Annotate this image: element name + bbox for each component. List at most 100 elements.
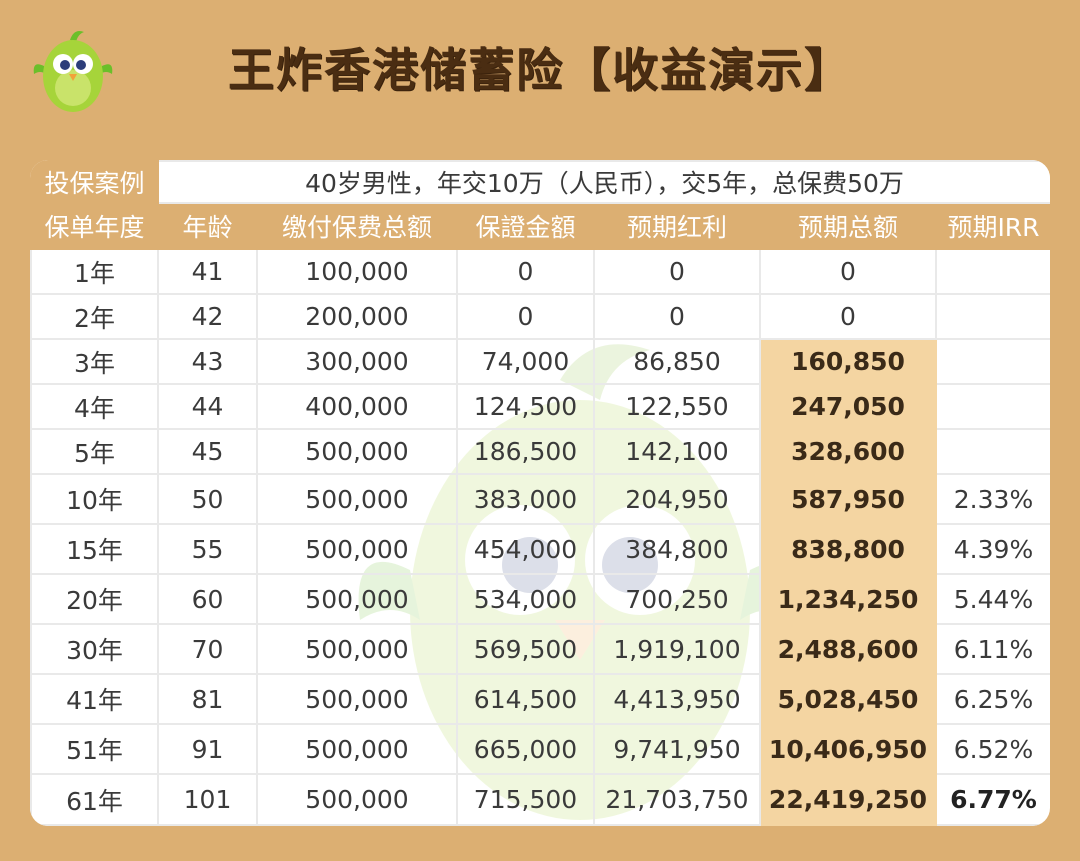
- cell-bonus: 9,741,950: [593, 723, 761, 775]
- cell-irr: 5.44%: [935, 573, 1050, 625]
- table-row: 1年 41 100,000 0 0 0: [30, 248, 1050, 295]
- cell-bonus: 142,100: [593, 428, 761, 475]
- cell-guaranteed: 569,500: [456, 623, 595, 675]
- cell-year: 20年: [30, 573, 159, 625]
- column-header-premium: 缴付保费总额: [256, 202, 458, 250]
- cell-age: 91: [157, 723, 258, 775]
- cell-year: 3年: [30, 338, 159, 385]
- cell-premium: 500,000: [256, 428, 458, 475]
- table-row: 3年 43 300,000 74,000 86,850 160,850: [30, 338, 1050, 385]
- table-row: 5年 45 500,000 186,500 142,100 328,600: [30, 428, 1050, 475]
- cell-year: 2年: [30, 293, 159, 340]
- column-header-year: 保单年度: [30, 202, 159, 250]
- cell-irr: 6.25%: [935, 673, 1050, 725]
- column-header-row: 保单年度 年龄 缴付保费总额 保證金額 预期红利 预期总额 预期IRR: [30, 202, 1050, 250]
- cell-bonus: 204,950: [593, 473, 761, 525]
- column-header-irr: 预期IRR: [935, 202, 1050, 250]
- cell-irr: 6.77%: [935, 773, 1050, 826]
- cell-irr: 2.33%: [935, 473, 1050, 525]
- cell-total: 160,850: [759, 338, 937, 385]
- case-description: 40岁男性，年交10万（人民币），交5年，总保费50万: [157, 160, 1050, 204]
- cell-irr: [935, 338, 1050, 385]
- cell-bonus: 0: [593, 248, 761, 295]
- cell-irr: 6.52%: [935, 723, 1050, 775]
- cell-age: 81: [157, 673, 258, 725]
- cell-year: 61年: [30, 773, 159, 826]
- table-row: 41年 81 500,000 614,500 4,413,950 5,028,450 6.2…: [30, 673, 1050, 725]
- cell-bonus: 122,550: [593, 383, 761, 430]
- cell-total: 328,600: [759, 428, 937, 475]
- cell-total: 22,419,250: [759, 773, 937, 826]
- page-title: 王炸香港储蓄险【收益演示】: [228, 43, 852, 97]
- cell-age: 60: [157, 573, 258, 625]
- table-row: 51年 91 500,000 665,000 9,741,950 10,406,950 6.…: [30, 723, 1050, 775]
- cell-premium: 500,000: [256, 723, 458, 775]
- column-header-age: 年龄: [157, 202, 258, 250]
- cell-year: 1年: [30, 248, 159, 295]
- cell-premium: 100,000: [256, 248, 458, 295]
- cell-year: 15年: [30, 523, 159, 575]
- cell-total: 0: [759, 248, 937, 295]
- cell-age: 43: [157, 338, 258, 385]
- cell-bonus: 384,800: [593, 523, 761, 575]
- cell-irr: 6.11%: [935, 623, 1050, 675]
- cell-age: 44: [157, 383, 258, 430]
- cell-age: 70: [157, 623, 258, 675]
- table-row: 15年 55 500,000 454,000 384,800 838,800 4.39%: [30, 523, 1050, 575]
- bird-mascot-icon: [33, 31, 113, 112]
- cell-age: 50: [157, 473, 258, 525]
- cell-guaranteed: 665,000: [456, 723, 595, 775]
- cell-age: 41: [157, 248, 258, 295]
- cell-bonus: 700,250: [593, 573, 761, 625]
- cell-age: 101: [157, 773, 258, 826]
- cell-bonus: 86,850: [593, 338, 761, 385]
- cell-bonus: 1,919,100: [593, 623, 761, 675]
- cell-irr: [935, 293, 1050, 340]
- table-row: 4年 44 400,000 124,500 122,550 247,050: [30, 383, 1050, 430]
- table-row: 10年 50 500,000 383,000 204,950 587,950 2.33%: [30, 473, 1050, 525]
- cell-bonus: 0: [593, 293, 761, 340]
- cell-total: 5,028,450: [759, 673, 937, 725]
- illustration-table: 投保案例 40岁男性，年交10万（人民币），交5年，总保费50万 保单年度 年龄…: [30, 160, 1050, 826]
- cell-premium: 500,000: [256, 473, 458, 525]
- column-header-bonus: 预期红利: [593, 202, 761, 250]
- cell-age: 55: [157, 523, 258, 575]
- cell-total: 2,488,600: [759, 623, 937, 675]
- cell-guaranteed: 454,000: [456, 523, 595, 575]
- cell-premium: 500,000: [256, 523, 458, 575]
- column-header-guaranteed: 保證金額: [456, 202, 595, 250]
- cell-total: 10,406,950: [759, 723, 937, 775]
- cell-year: 30年: [30, 623, 159, 675]
- cell-premium: 200,000: [256, 293, 458, 340]
- table-row: 20年 60 500,000 534,000 700,250 1,234,250 5.44%: [30, 573, 1050, 625]
- cell-year: 4年: [30, 383, 159, 430]
- cell-year: 10年: [30, 473, 159, 525]
- cell-irr: [935, 248, 1050, 295]
- cell-bonus: 21,703,750: [593, 773, 761, 826]
- cell-guaranteed: 534,000: [456, 573, 595, 625]
- cell-premium: 500,000: [256, 623, 458, 675]
- cell-bonus: 4,413,950: [593, 673, 761, 725]
- cell-premium: 500,000: [256, 573, 458, 625]
- cell-total: 0: [759, 293, 937, 340]
- cell-year: 51年: [30, 723, 159, 775]
- cell-guaranteed: 124,500: [456, 383, 595, 430]
- cell-premium: 400,000: [256, 383, 458, 430]
- cell-total: 838,800: [759, 523, 937, 575]
- cell-year: 41年: [30, 673, 159, 725]
- cell-guaranteed: 614,500: [456, 673, 595, 725]
- case-row: 投保案例 40岁男性，年交10万（人民币），交5年，总保费50万: [30, 160, 1050, 204]
- table-row: 2年 42 200,000 0 0 0: [30, 293, 1050, 340]
- table-row: 61年 101 500,000 715,500 21,703,750 22,419,250…: [30, 773, 1050, 826]
- cell-irr: 4.39%: [935, 523, 1050, 575]
- cell-total: 1,234,250: [759, 573, 937, 625]
- cell-total: 587,950: [759, 473, 937, 525]
- cell-guaranteed: 0: [456, 293, 595, 340]
- case-label: 投保案例: [30, 160, 159, 204]
- cell-guaranteed: 74,000: [456, 338, 595, 385]
- cell-premium: 300,000: [256, 338, 458, 385]
- table-row: 30年 70 500,000 569,500 1,919,100 2,488,600 6.1…: [30, 623, 1050, 675]
- cell-guaranteed: 383,000: [456, 473, 595, 525]
- cell-irr: [935, 383, 1050, 430]
- column-header-total: 预期总额: [759, 202, 937, 250]
